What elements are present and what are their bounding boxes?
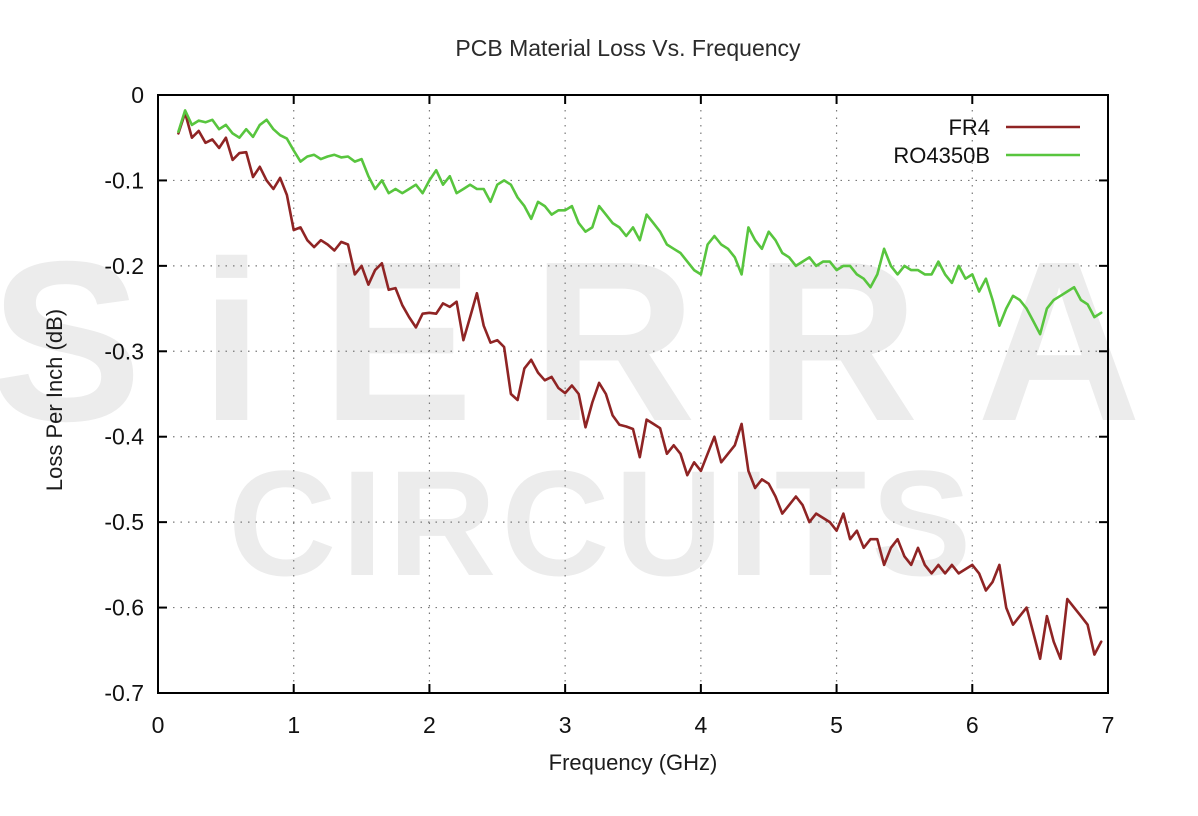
watermark-sierra-text: SiERRA — [0, 215, 1198, 469]
ticks-layer — [157, 94, 1109, 694]
ytick-label--0.3: -0.3 — [104, 338, 144, 364]
ytick-label--0.4: -0.4 — [104, 424, 144, 450]
ytick-label--0.6: -0.6 — [104, 595, 144, 621]
xtick-label-7: 7 — [1102, 712, 1115, 738]
tick-labels-layer: 0 1 2 3 4 5 6 7 0 -0.1 -0.2 -0.3 -0.4 -0.5 -0.6 -0.7 — [104, 82, 1114, 738]
ytick-label-0: 0 — [131, 82, 144, 108]
x-axis-label: Frequency (GHz) — [549, 750, 718, 775]
xtick-label-1: 1 — [287, 712, 300, 738]
xtick-label-5: 5 — [830, 712, 843, 738]
xtick-label-0: 0 — [152, 712, 165, 738]
ytick-label--0.1: -0.1 — [104, 167, 144, 193]
ytick-label--0.7: -0.7 — [104, 680, 144, 706]
y-axis-label: Loss Per Inch (dB) — [42, 309, 67, 491]
xtick-label-3: 3 — [559, 712, 572, 738]
legend-label-ro4350b: RO4350B — [893, 143, 990, 168]
series-layer — [177, 109, 1103, 661]
ytick-label--0.2: -0.2 — [104, 253, 144, 279]
legend-label-fr4: FR4 — [948, 115, 990, 140]
plot-border — [157, 94, 1109, 694]
series-line-fr4 — [177, 111, 1103, 661]
legend: FR4 RO4350B — [893, 115, 1080, 168]
grid-layer — [158, 95, 1108, 693]
series-line-ro4350b — [177, 109, 1103, 336]
ytick-label--0.5: -0.5 — [104, 509, 144, 535]
xtick-label-2: 2 — [423, 712, 436, 738]
chart-title: PCB Material Loss Vs. Frequency — [455, 35, 801, 61]
xtick-label-6: 6 — [966, 712, 979, 738]
watermark-circuits-text: CIRCUITS — [228, 439, 976, 607]
xtick-label-4: 4 — [694, 712, 707, 738]
